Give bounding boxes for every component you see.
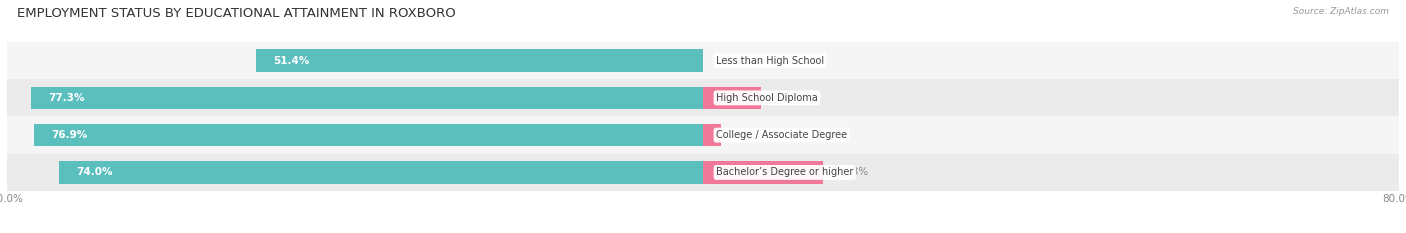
Text: 74.0%: 74.0% <box>76 168 112 177</box>
Bar <box>7 154 1399 191</box>
Bar <box>256 49 703 72</box>
Text: Bachelor’s Degree or higher: Bachelor’s Degree or higher <box>716 168 853 177</box>
Bar <box>34 124 703 146</box>
Text: 76.9%: 76.9% <box>52 130 87 140</box>
Text: College / Associate Degree: College / Associate Degree <box>716 130 848 140</box>
Bar <box>703 87 761 109</box>
Bar <box>59 161 703 184</box>
Bar <box>7 79 1399 116</box>
Text: 13.8%: 13.8% <box>837 168 869 177</box>
Bar <box>703 124 721 146</box>
Text: 51.4%: 51.4% <box>273 56 309 65</box>
Text: High School Diploma: High School Diploma <box>716 93 818 103</box>
Text: EMPLOYMENT STATUS BY EDUCATIONAL ATTAINMENT IN ROXBORO: EMPLOYMENT STATUS BY EDUCATIONAL ATTAINM… <box>17 7 456 20</box>
Bar <box>7 116 1399 154</box>
Text: Source: ZipAtlas.com: Source: ZipAtlas.com <box>1294 7 1389 16</box>
Bar <box>703 161 823 184</box>
Bar <box>31 87 703 109</box>
Text: Less than High School: Less than High School <box>716 56 824 65</box>
Text: 77.3%: 77.3% <box>48 93 84 103</box>
Text: 6.7%: 6.7% <box>775 93 801 103</box>
Text: 2.1%: 2.1% <box>734 130 761 140</box>
Bar <box>7 42 1399 79</box>
Text: 0.0%: 0.0% <box>716 56 742 65</box>
